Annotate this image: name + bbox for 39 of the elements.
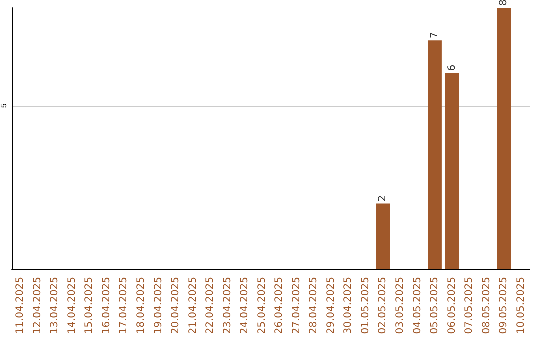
x-tick-label: 15.04.2025 xyxy=(84,277,96,334)
x-tick-label: 06.05.2025 xyxy=(446,277,458,334)
x-tick-label: 11.04.2025 xyxy=(15,277,26,334)
x-tick-label: 07.05.2025 xyxy=(464,277,476,334)
data-label: 2 xyxy=(378,195,389,202)
x-tick-label: 04.05.2025 xyxy=(412,277,424,334)
x-tick-label: 26.04.2025 xyxy=(274,277,286,334)
x-tick-label: 12.04.2025 xyxy=(32,277,44,334)
bar xyxy=(497,8,512,269)
x-tick-label: 08.05.2025 xyxy=(481,277,492,334)
x-tick-label: 21.04.2025 xyxy=(188,277,199,334)
x-tick-label: 05.05.2025 xyxy=(430,277,441,334)
x-tick-label: 27.04.2025 xyxy=(291,277,302,334)
data-label: 7 xyxy=(430,32,441,39)
x-tick-label: 09.05.2025 xyxy=(498,277,510,334)
data-label: 6 xyxy=(446,64,458,72)
x-tick-label: 30.04.2025 xyxy=(343,277,354,334)
x-tick-label: 01.05.2025 xyxy=(360,277,372,334)
x-tick-label: 25.04.2025 xyxy=(256,277,268,334)
y-tick-label: 5 xyxy=(0,103,8,108)
x-tick-label: 16.04.2025 xyxy=(101,277,112,334)
x-tick-label: 24.04.2025 xyxy=(240,277,251,334)
x-tick-label: 19.04.2025 xyxy=(153,277,164,334)
bar xyxy=(376,204,390,269)
x-tick-label: 20.04.2025 xyxy=(170,277,182,334)
x-tick-label: 10.05.2025 xyxy=(516,277,527,334)
x-tick-label: 03.05.2025 xyxy=(395,277,406,334)
x-tick-label: 18.04.2025 xyxy=(136,277,147,334)
x-tick-label: 23.04.2025 xyxy=(222,277,234,334)
x-tick-label: 22.04.2025 xyxy=(205,277,216,334)
x-tick-label: 13.04.2025 xyxy=(50,277,61,334)
x-tick-label: 28.04.2025 xyxy=(308,277,320,334)
x-tick-label: 14.04.2025 xyxy=(66,277,78,334)
bar xyxy=(445,73,460,269)
data-label: 8 xyxy=(498,0,510,6)
x-tick-label: 17.04.2025 xyxy=(118,277,130,334)
bar xyxy=(428,40,442,269)
x-tick-label: 29.04.2025 xyxy=(326,277,337,334)
x-tick-label: 02.05.2025 xyxy=(378,277,389,334)
